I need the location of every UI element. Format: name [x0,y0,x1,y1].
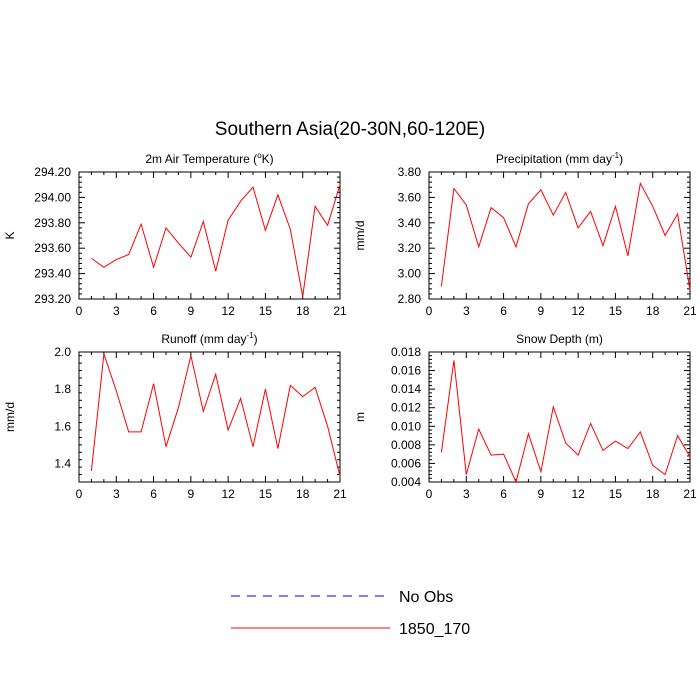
y-tick-label: 3.20 [398,241,422,255]
y-axis-label-runoff: mm/d [3,402,17,432]
y-tick-label: 3.80 [398,165,422,179]
x-tick-label: 6 [500,304,507,318]
x-tick-label: 21 [683,487,697,501]
x-tick-label: 3 [463,304,470,318]
y-tick-label: 293.80 [34,216,71,230]
panel-snow-depth: Snow Depth (m) m 0 3 6 9 12 15 18 21 0.004 0.006 0.0… [353,332,697,501]
panel-title-runoff: Runoff (mm day-1) [161,331,257,346]
y-tick-label: 0.016 [391,364,421,378]
x-tick-label: 0 [426,487,433,501]
panel-title-precipitation: Precipitation (mm day-1) [496,151,623,166]
x-tick-label: 9 [538,304,545,318]
x-tick-label: 6 [500,487,507,501]
x-tick-label: 12 [221,304,235,318]
plot-frame-runoff [78,351,341,483]
x-tick-label: 21 [333,304,347,318]
y-tick-label: 293.60 [34,241,71,255]
x-tick-label: 18 [646,487,660,501]
x-tick-label: 12 [571,304,585,318]
x-tick-label: 6 [150,304,157,318]
x-tick-label: 18 [296,487,310,501]
x-tick-label: 12 [571,487,585,501]
y-tick-label: 1.4 [54,456,71,470]
y-tick-label: 0.018 [391,345,421,359]
y-tick-label: 2.0 [54,345,71,359]
y-tick-label: 1.8 [54,382,71,396]
legend-label-no-obs: No Obs [399,589,453,606]
x-tick-label: 3 [463,487,470,501]
panel-precipitation: Precipitation (mm day-1) mm/d 0 3 6 9 12 15 18 21… [353,151,697,318]
y-tick-label: 294.20 [34,165,71,179]
panel-title-snow-depth: Snow Depth (m) [516,332,603,346]
y-tick-label: 294.00 [34,190,71,204]
plot-frame-precipitation [428,171,691,300]
x-tick-label: 0 [76,304,83,318]
y-tick-label: 2.80 [398,292,422,306]
x-tick-label: 15 [609,304,623,318]
y-tick-label: 0.008 [391,438,421,452]
y-tick-label: 3.40 [398,216,422,230]
y-tick-label: 1.6 [54,419,71,433]
legend: No Obs 1850_170 [231,589,470,638]
x-tick-label: 9 [188,487,195,501]
x-tick-label: 0 [426,304,433,318]
series-line-snow-depth [440,360,691,484]
panel-air-temperature: 2m Air Temperature (oK) K 0 3 6 9 12 15 18 21 293.… [3,151,347,318]
series-line-precipitation [440,181,691,291]
x-tick-label: 6 [150,487,157,501]
panel-runoff: Runoff (mm day-1) mm/d 0 3 6 9 12 15 18 21 1.4 1.6 1… [3,331,347,501]
x-tick-label: 0 [76,487,83,501]
plot-frame-snow-depth [428,351,691,483]
y-axis-label-air-temperature: K [3,231,17,239]
x-tick-label: 15 [259,487,273,501]
y-axis-label-snow-depth: m [353,412,367,422]
x-tick-label: 18 [646,304,660,318]
y-tick-label: 293.40 [34,267,71,281]
plot-frame-air-temperature [78,171,341,300]
series-line-air-temperature [91,184,341,297]
y-axis-label-precipitation: mm/d [353,221,367,251]
panel-title-air-temperature: 2m Air Temperature (oK) [145,151,273,166]
x-tick-label: 21 [683,304,697,318]
x-tick-label: 12 [221,487,235,501]
y-tick-label: 0.012 [391,401,421,415]
legend-label-1850-170: 1850_170 [399,621,470,638]
x-tick-label: 21 [333,487,347,501]
x-tick-label: 15 [609,487,623,501]
y-tick-label: 3.00 [398,267,422,281]
figure-title: Southern Asia(20-30N,60-120E) [215,119,485,140]
x-tick-label: 15 [259,304,273,318]
y-tick-label: 0.010 [391,419,421,433]
series-line-runoff [90,353,341,477]
x-tick-label: 3 [113,487,120,501]
y-tick-label: 0.004 [391,475,421,489]
y-tick-label: 0.006 [391,456,421,470]
y-tick-label: 0.014 [391,382,421,396]
x-tick-label: 9 [188,304,195,318]
x-tick-label: 9 [538,487,545,501]
x-tick-label: 3 [113,304,120,318]
y-tick-label: 293.20 [34,292,71,306]
y-tick-label: 3.60 [398,190,422,204]
x-tick-label: 18 [296,304,310,318]
